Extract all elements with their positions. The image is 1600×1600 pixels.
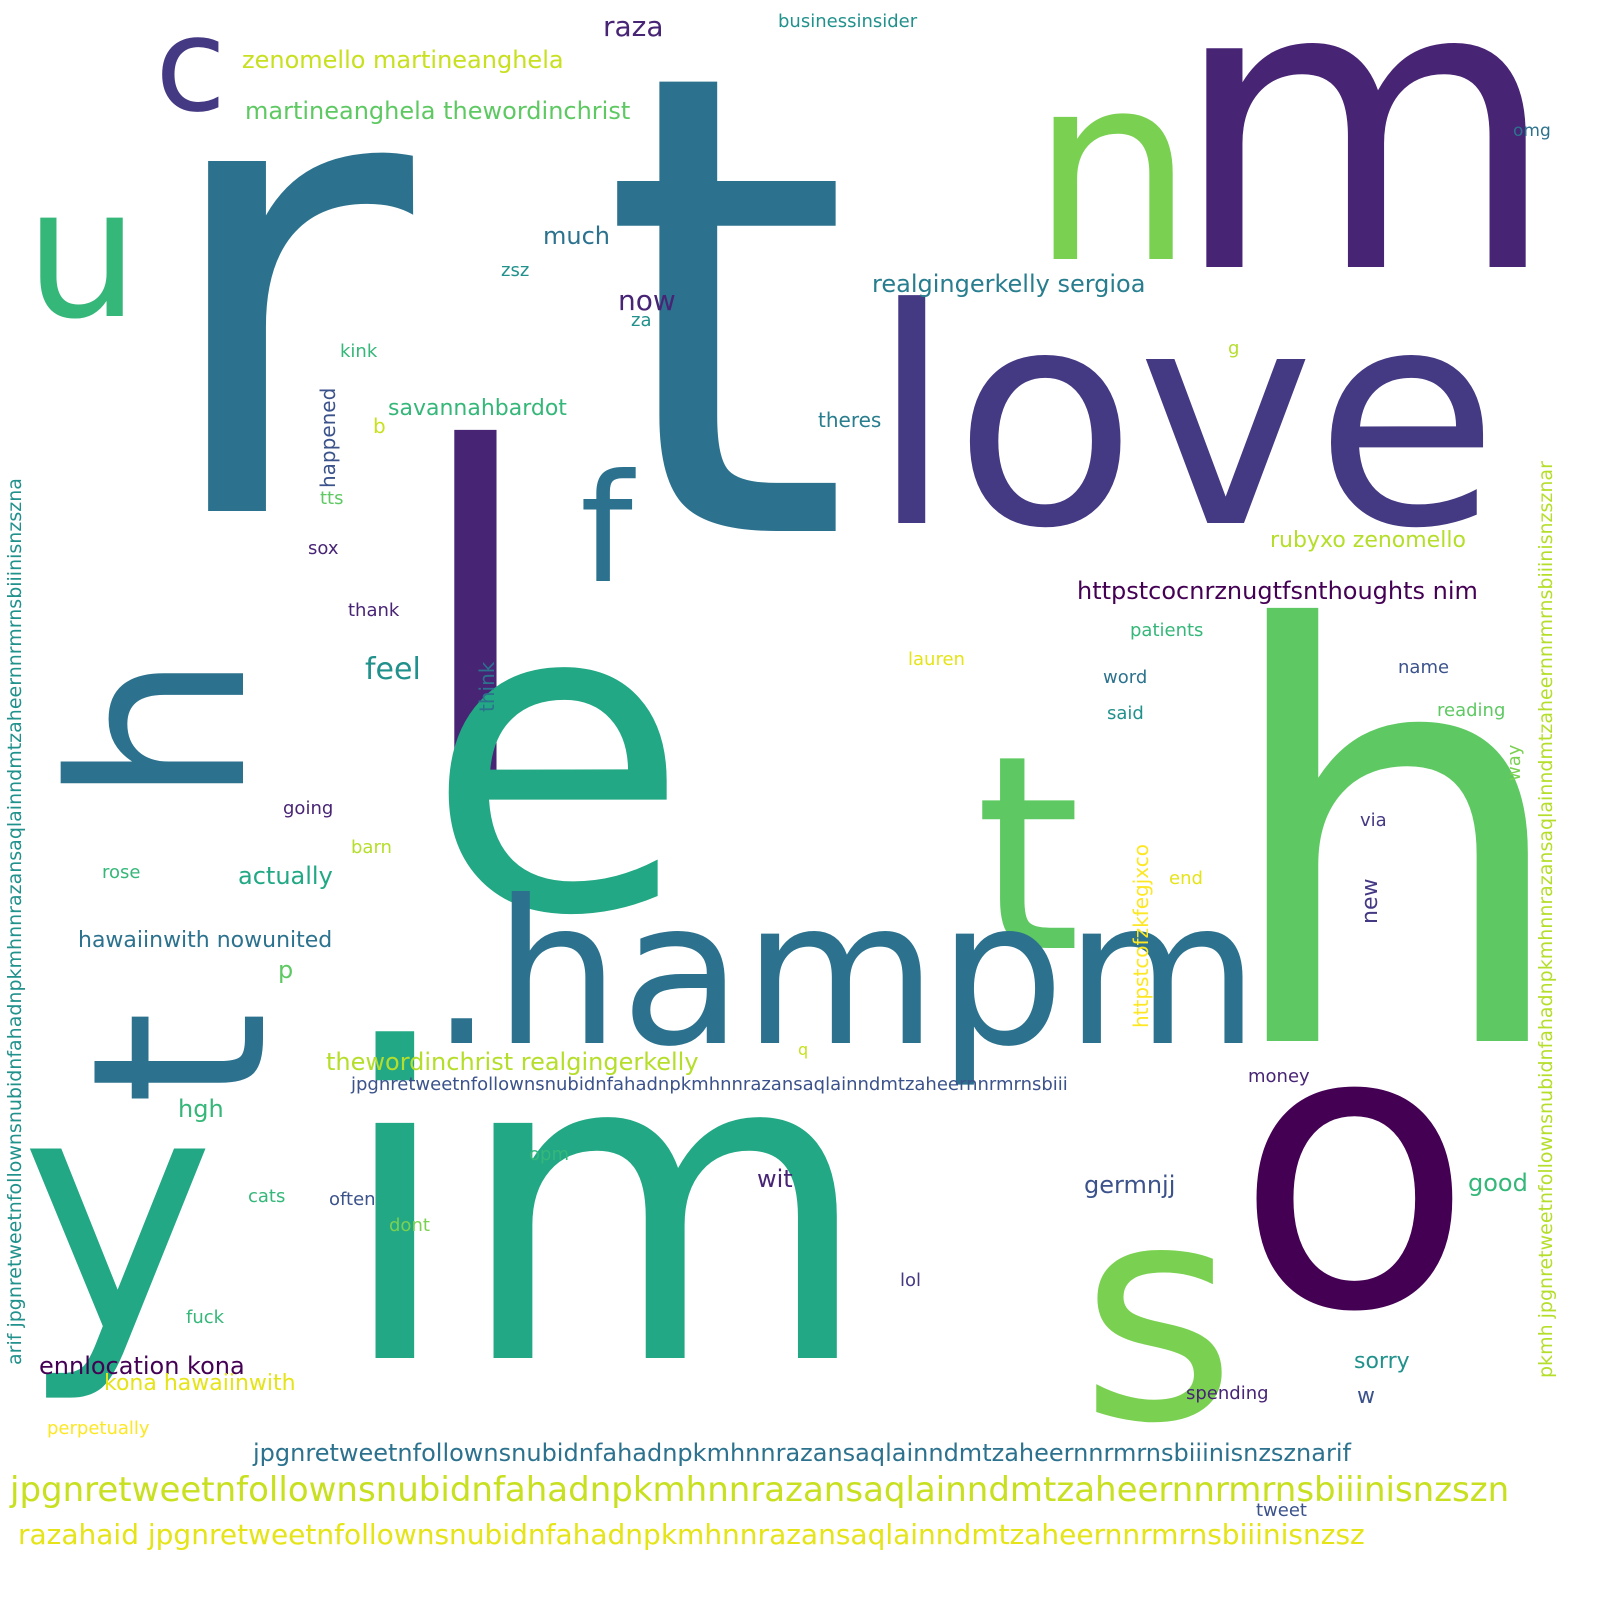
- word-s: s: [1080, 1140, 1237, 1489]
- word-end: end: [1169, 868, 1203, 889]
- word-think: think: [475, 661, 499, 712]
- word-via: via: [1360, 810, 1387, 831]
- word-e: e: [425, 510, 690, 1010]
- word-u: u: [25, 150, 140, 359]
- word-q: q: [798, 1040, 809, 1059]
- word-rubyxo-zenomello: rubyxo zenomello: [1270, 528, 1466, 553]
- word-often: often: [329, 1189, 376, 1210]
- word-happened: happened: [316, 387, 340, 488]
- word-dont: dont: [389, 1215, 430, 1236]
- word-t-large: t: [600, 0, 851, 682]
- word-good: good: [1468, 1169, 1528, 1197]
- word-martineanghela-thewordinchrist: martineanghela thewordinchrist: [245, 97, 631, 125]
- word-cats: cats: [248, 1186, 286, 1207]
- word-n: n: [1030, 19, 1195, 321]
- word-thewordinchrist-realgingerkelly: thewordinchrist realgingerkelly: [326, 1048, 699, 1076]
- word-c: c: [155, 0, 227, 141]
- word-patients: patients: [1130, 620, 1204, 641]
- word-y: y: [20, 1023, 216, 1407]
- word-r: r: [150, 0, 414, 662]
- word-za: za: [631, 310, 652, 331]
- word-now: now: [618, 284, 676, 317]
- word-httpstcocnrznugtfsnthoughts-nim: httpstcocnrznugtfsnthoughts nim: [1077, 577, 1478, 605]
- word-kink: kink: [340, 341, 378, 362]
- word-omg: omg: [1513, 121, 1551, 141]
- word-h-vertical: h: [20, 652, 300, 805]
- word-arif-jpgn-vertical: arif jpgnretweetnfollownsnubidnfahadnpkm…: [4, 478, 26, 1365]
- word-much: much: [543, 222, 610, 250]
- word-sorry: sorry: [1354, 1349, 1410, 1374]
- word-razahaid-jpgn: razahaid jpgnretweetnfollownsnubidnfahad…: [18, 1518, 1365, 1551]
- word-way: way: [1504, 744, 1525, 781]
- word-hgh: hgh: [178, 1095, 224, 1123]
- word-b: b: [373, 414, 386, 438]
- word-opm: opm: [529, 1144, 569, 1165]
- word-o: o: [1235, 943, 1474, 1397]
- word-p: p: [278, 956, 294, 984]
- word-tts: tts: [320, 488, 344, 509]
- word-hawaiinwith-nowunited: hawaiinwith nowunited: [78, 928, 333, 953]
- word-im: im: [335, 960, 874, 1460]
- word-kona-hawaiinwith: kona hawaiinwith: [104, 1371, 296, 1396]
- word-actually: actually: [238, 862, 333, 890]
- word-jpgn-nzszn: jpgnretweetnfollownsnubidnfahadnpkmhnnra…: [10, 1470, 1510, 1510]
- word-httpstcofzkfegjxco: httpstcofzkfegjxco: [1129, 844, 1153, 1028]
- word-g: g: [1228, 338, 1240, 359]
- word-going: going: [283, 798, 334, 819]
- word-sox: sox: [308, 538, 339, 559]
- word-ennlocation-kona: ennlocation kona: [39, 1352, 245, 1380]
- word-m: m: [1170, 0, 1560, 362]
- word-businessinsider: businessinsider: [778, 11, 918, 32]
- word-barn: barn: [351, 837, 392, 858]
- word-f: f: [580, 443, 633, 617]
- word-zsz: zsz: [501, 260, 530, 281]
- word-thank: thank: [348, 600, 400, 621]
- word-wit: wit: [757, 1165, 793, 1193]
- word-germnjj: germnjj: [1084, 1171, 1176, 1199]
- word-h-large: h: [1215, 513, 1577, 1176]
- word-fuck: fuck: [186, 1307, 225, 1328]
- word-lauren: lauren: [908, 649, 965, 670]
- word-feel: feel: [365, 652, 421, 687]
- word-realgingerkelly-sergioa: realgingerkelly sergioa: [872, 270, 1146, 298]
- word-love: love: [870, 245, 1500, 594]
- word-said: said: [1107, 703, 1144, 724]
- word-new: new: [1358, 878, 1383, 924]
- word-name: name: [1398, 657, 1450, 678]
- word-pkmh-jpgn-vertical: pkmh jpgnretweetnfollownsnubidnfahadnpkm…: [1535, 461, 1557, 1378]
- word-jpgn-biii: jpgnretweetnfollownsnubidnfahadnpkmhnnra…: [351, 1074, 1068, 1095]
- word-reading: reading: [1437, 700, 1506, 721]
- word-perpetually: perpetually: [47, 1418, 150, 1439]
- word-spending: spending: [1186, 1383, 1269, 1404]
- word-zenomello-martineanghela: zenomello martineanghela: [242, 46, 564, 74]
- word-l: l: [410, 351, 541, 898]
- word-tweet: tweet: [1256, 1500, 1307, 1521]
- word-raza: raza: [603, 10, 664, 43]
- word-theres: theres: [818, 408, 882, 432]
- word-rose: rose: [102, 862, 141, 883]
- word-w: w: [1357, 1384, 1375, 1409]
- word-hampm: .hampm: [430, 858, 1260, 1091]
- word-savannahbardot: savannahbardot: [388, 396, 567, 421]
- word-money: money: [1248, 1066, 1310, 1087]
- word-word: word: [1103, 667, 1148, 688]
- word-lol: lol: [900, 1270, 922, 1291]
- word-jpgn-narif: jpgnretweetnfollownsnubidnfahadnpkmhnnra…: [253, 1439, 1351, 1467]
- word-t-green: t: [975, 697, 1081, 1012]
